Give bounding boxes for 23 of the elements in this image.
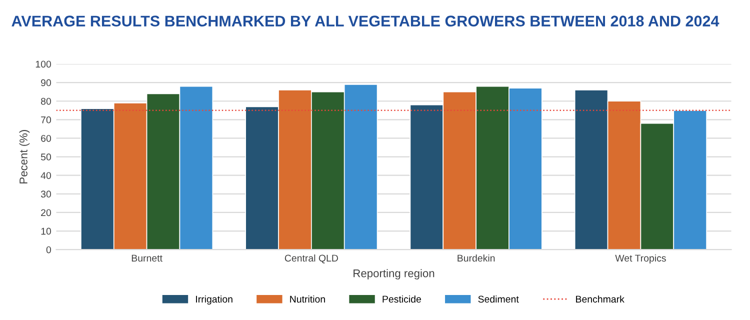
legend-label: Pesticide <box>382 295 421 303</box>
y-tick-label: 40 <box>40 172 52 179</box>
x-tick-label: Wet Tropics <box>615 254 666 264</box>
y-tick-label: 20 <box>41 209 52 216</box>
y-tick-label: 10 <box>41 228 52 235</box>
y-tick-label: 90 <box>41 79 52 86</box>
legend-label: Benchmark <box>576 295 624 303</box>
y-tick-label: 70 <box>41 116 52 124</box>
x-axis-title: Reporting region <box>354 269 434 280</box>
y-axis-title: Pecent (%) <box>19 130 30 184</box>
legend-label: Sediment <box>478 295 519 303</box>
x-tick-label: Burdekin <box>458 254 495 262</box>
y-tick-label: 50 <box>40 154 52 160</box>
y-tick-label: 0 <box>46 246 52 254</box>
y-tick-label: 100 <box>36 60 52 68</box>
y-tick-label: 80 <box>41 98 52 105</box>
x-tick-label: Central QLD <box>284 254 338 264</box>
y-tick-label: 60 <box>41 134 52 142</box>
legend-label: Nutrition <box>290 295 325 303</box>
x-tick-label: Burnett <box>132 254 162 262</box>
legend-label: Irrigation <box>196 295 232 305</box>
y-tick-label: 30 <box>40 190 52 198</box>
chart-title: AVERAGE RESULTS BENCHMARKED BY ALL VEGETABLE GROWERS BETWEEN 2018 AND 2024 <box>12 16 720 26</box>
